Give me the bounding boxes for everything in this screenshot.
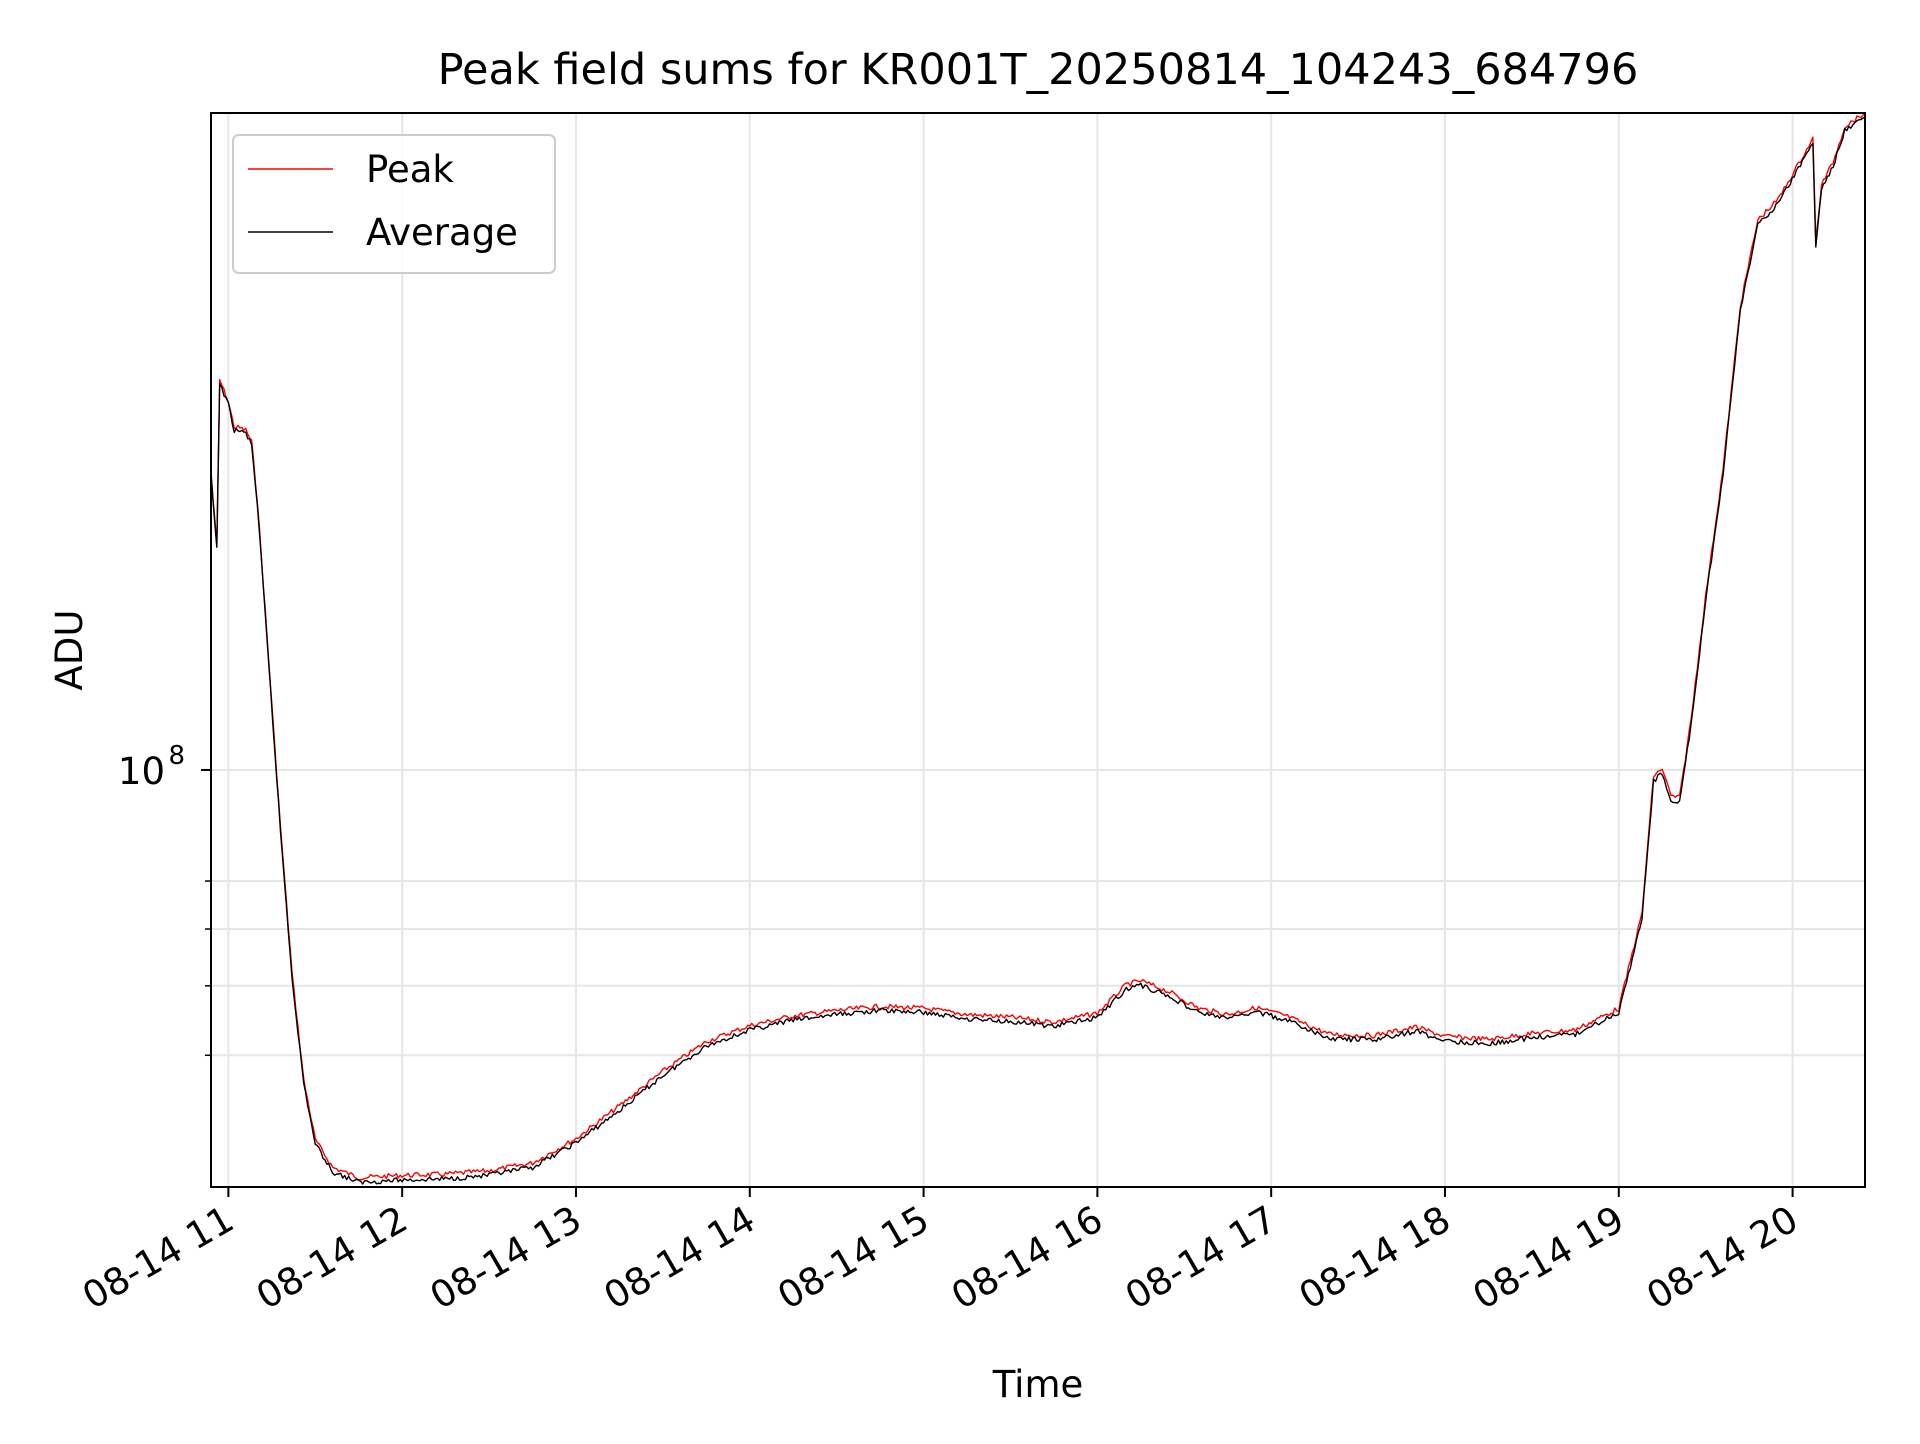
x-axis-label: Time — [992, 1363, 1084, 1406]
grid-lines — [211, 113, 1865, 1187]
chart-title: Peak field sums for KR001T_20250814_1042… — [438, 45, 1639, 95]
series-line-average — [210, 116, 1866, 1185]
legend-label-average: Average — [366, 211, 518, 254]
legend-label-peak: Peak — [366, 148, 454, 191]
y-tick-label-exponent: 8 — [168, 741, 185, 771]
y-axis-label: ADU — [48, 610, 91, 691]
plot-frame — [210, 112, 1866, 1188]
legend: Peak Average — [232, 134, 556, 274]
series-lines — [210, 112, 1866, 1185]
series-line-peak — [210, 112, 1866, 1181]
y-tick-label: 10 — [118, 750, 165, 793]
